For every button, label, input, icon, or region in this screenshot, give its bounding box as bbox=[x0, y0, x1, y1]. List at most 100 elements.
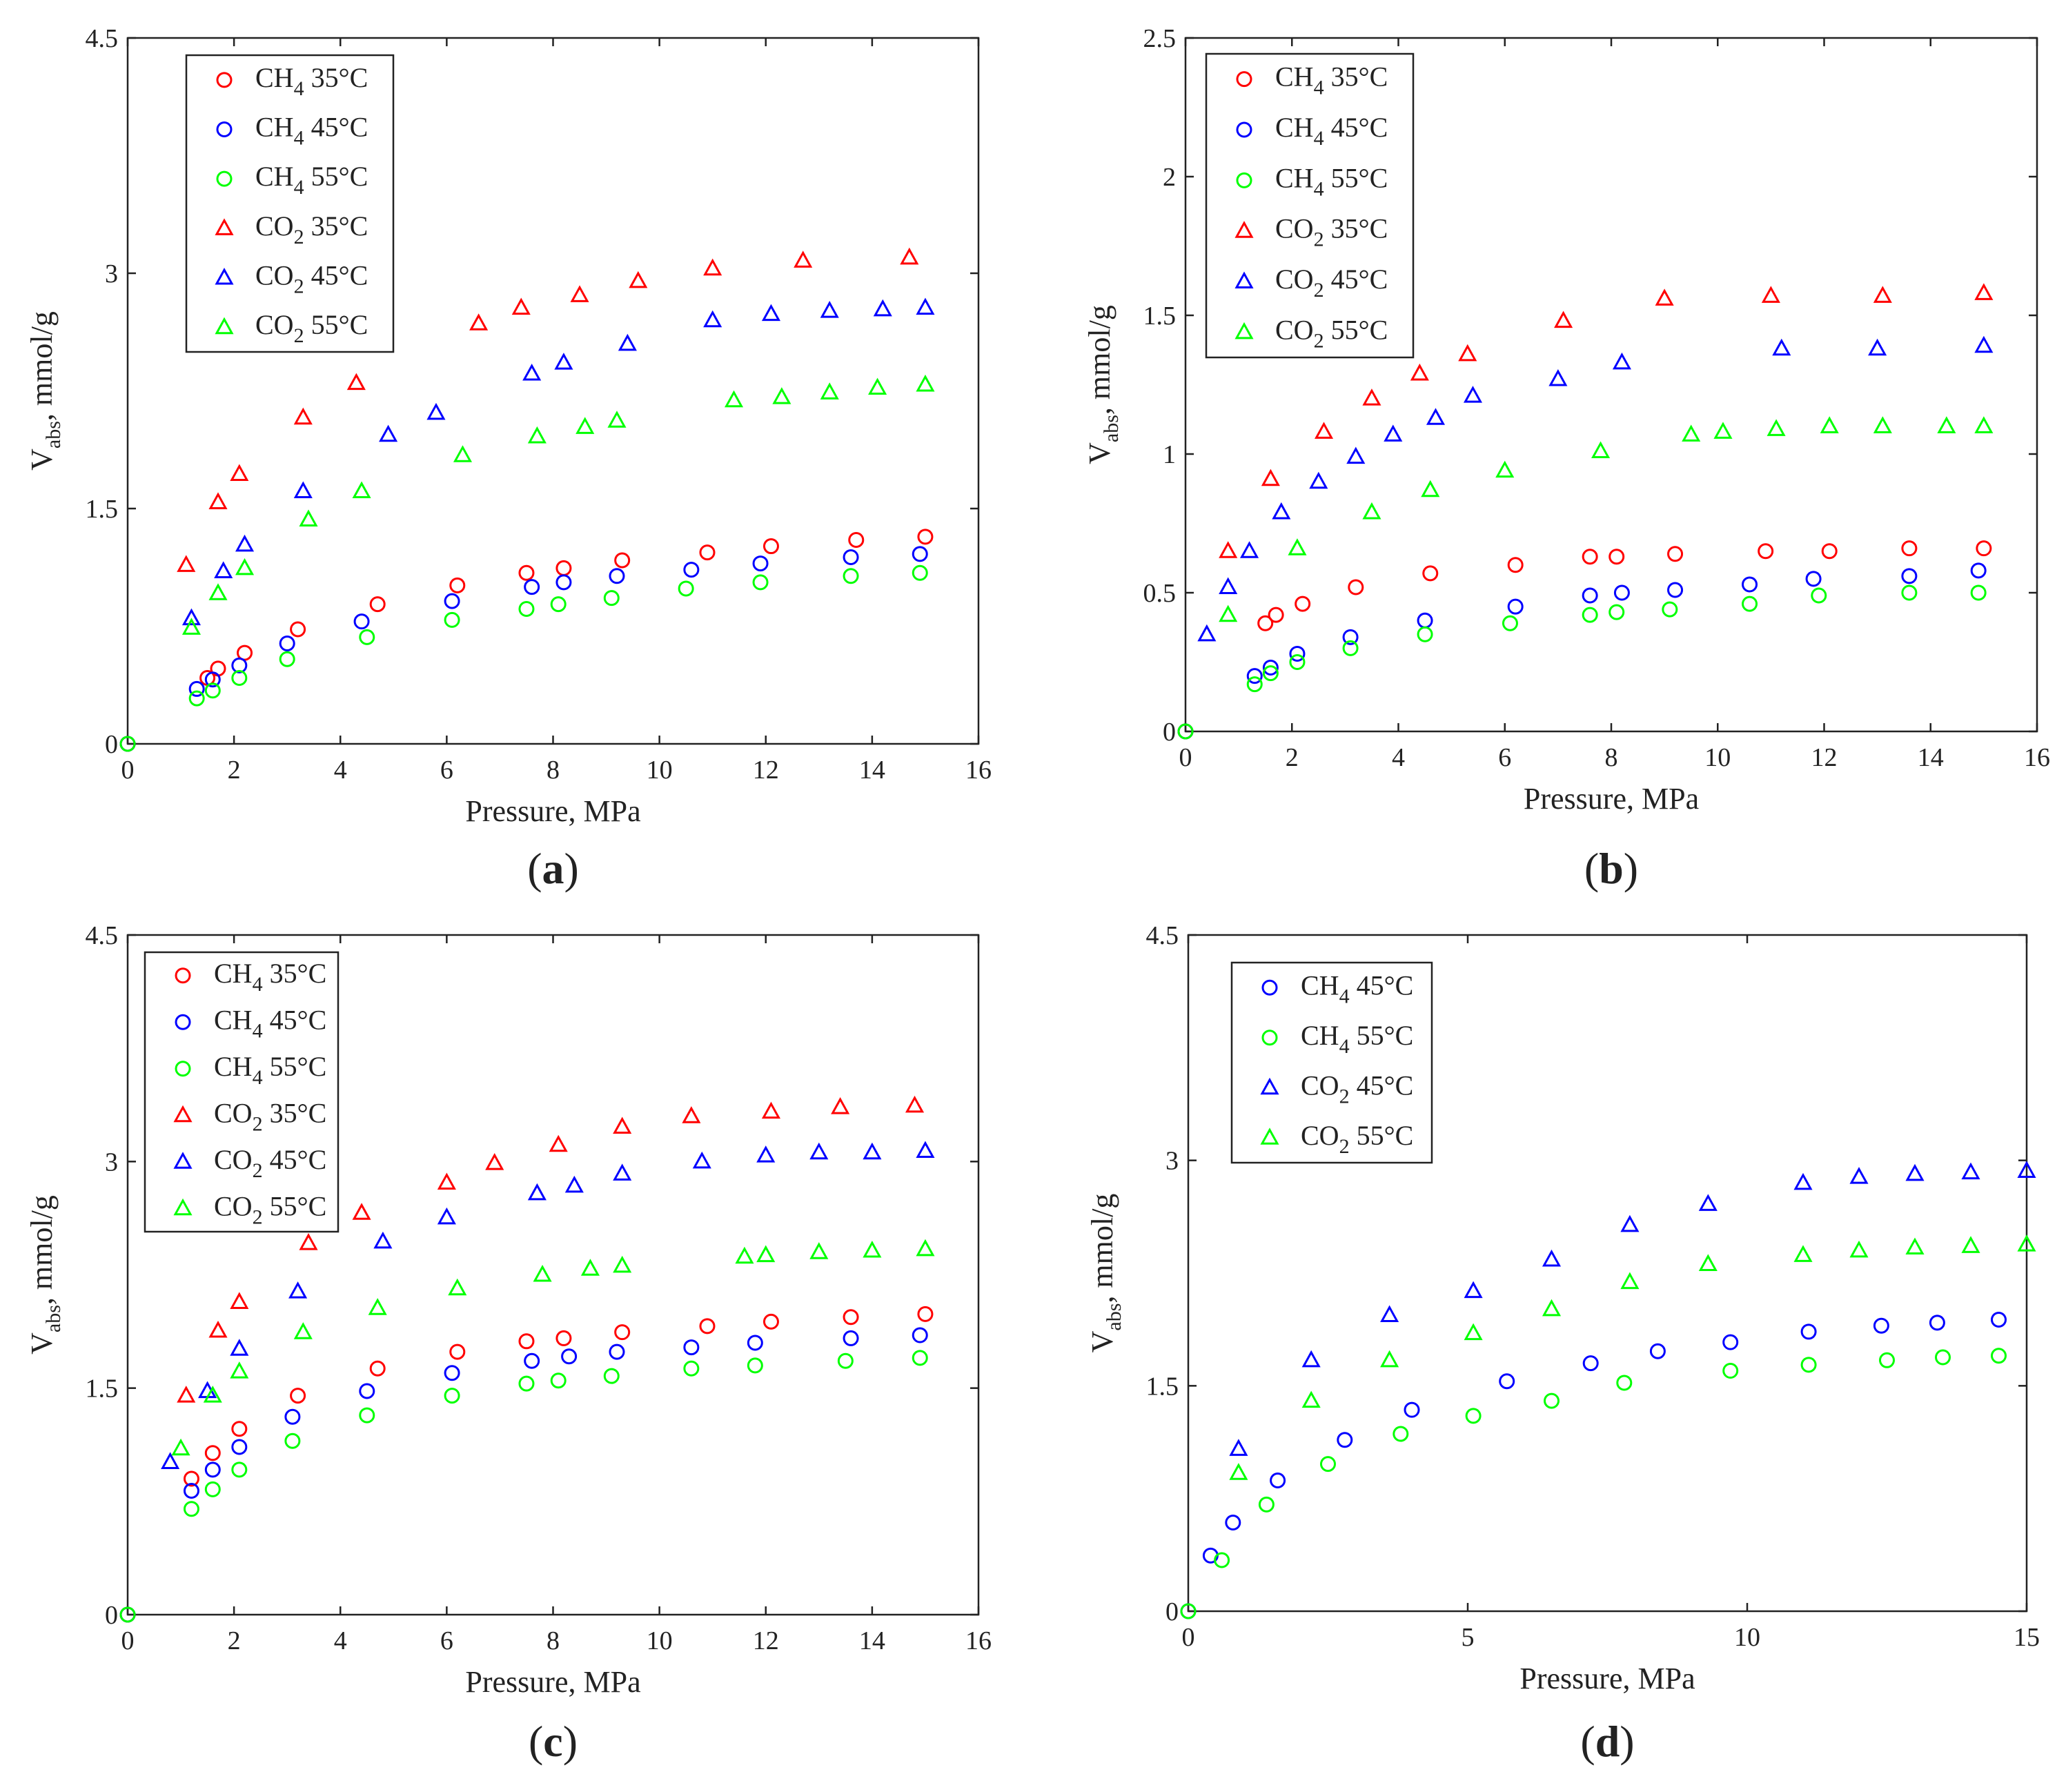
data-point-circle bbox=[614, 1324, 631, 1341]
data-point-triangle bbox=[1229, 1463, 1248, 1480]
data-point-triangle bbox=[1380, 1350, 1399, 1368]
data-point-circle bbox=[1758, 543, 1774, 560]
data-point-triangle bbox=[1542, 1249, 1562, 1267]
series-ch4-35c bbox=[119, 1306, 934, 1623]
data-point-circle bbox=[444, 1365, 460, 1381]
data-point-circle bbox=[518, 600, 535, 617]
data-point-triangle bbox=[1772, 338, 1791, 356]
data-point-circle bbox=[1507, 598, 1524, 615]
data-point-triangle bbox=[214, 561, 233, 578]
legend-marker bbox=[175, 1061, 191, 1077]
series-co2-35c bbox=[177, 1095, 925, 1403]
x-tick-label: 4 bbox=[1392, 743, 1405, 772]
data-point-triangle bbox=[437, 1207, 456, 1225]
data-point-circle bbox=[1805, 571, 1822, 587]
x-tick-label: 12 bbox=[753, 1626, 779, 1655]
data-point-circle bbox=[699, 544, 716, 561]
data-point-triangle bbox=[809, 1142, 829, 1160]
data-point-circle bbox=[188, 680, 205, 697]
data-point-triangle bbox=[761, 1101, 780, 1119]
data-point-circle bbox=[699, 1318, 716, 1335]
x-tick-label: 10 bbox=[1704, 743, 1731, 772]
data-point-circle bbox=[284, 1408, 301, 1425]
data-point-circle bbox=[1608, 604, 1625, 620]
data-point-circle bbox=[231, 1461, 248, 1478]
legend-marker bbox=[215, 267, 234, 285]
series-co2-35c bbox=[177, 247, 919, 572]
data-point-circle bbox=[231, 1439, 248, 1455]
data-point-circle bbox=[231, 1421, 248, 1437]
data-point-triangle bbox=[761, 304, 780, 322]
legend-entry-label: CO2 45°C bbox=[1275, 264, 1388, 302]
data-point-circle bbox=[917, 529, 934, 545]
data-point-circle bbox=[843, 1309, 859, 1326]
x-tick-label: 2 bbox=[228, 756, 241, 785]
data-point-triangle bbox=[629, 270, 648, 288]
data-point-circle bbox=[614, 552, 631, 569]
data-point-circle bbox=[524, 1352, 540, 1369]
legend: CH4 35°C CH4 45°C CH4 55°C CO2 35°C CO2 45°C… bbox=[185, 54, 395, 353]
data-point-circle bbox=[1582, 1355, 1599, 1372]
data-point-circle bbox=[1800, 1357, 1817, 1373]
legend-box bbox=[144, 951, 340, 1233]
x-tick-label: 0 bbox=[121, 1626, 135, 1655]
data-point-triangle bbox=[1301, 1390, 1321, 1408]
data-point-circle bbox=[1257, 615, 1274, 631]
data-point-circle bbox=[1613, 584, 1630, 601]
data-point-triangle bbox=[1793, 1245, 1813, 1262]
data-point-triangle bbox=[1682, 424, 1701, 442]
data-point-circle bbox=[1976, 540, 1992, 557]
x-tick-label: 12 bbox=[1811, 743, 1838, 772]
data-point-triangle bbox=[379, 424, 398, 442]
legend-marker bbox=[1236, 172, 1252, 188]
panel-label: (b) bbox=[1584, 844, 1638, 893]
data-point-triangle bbox=[198, 1381, 217, 1399]
data-point-circle bbox=[279, 636, 295, 652]
data-point-triangle bbox=[1410, 363, 1429, 381]
data-point-triangle bbox=[1240, 541, 1259, 558]
y-tick-label: 3 bbox=[105, 1148, 118, 1176]
data-point-triangle bbox=[373, 1231, 393, 1249]
series-co2-45c bbox=[181, 297, 935, 626]
data-point-circle bbox=[555, 560, 572, 576]
legend-marker bbox=[1261, 1030, 1278, 1046]
y-tick-label: 0.5 bbox=[1143, 579, 1177, 608]
x-tick-label: 5 bbox=[1462, 1623, 1475, 1652]
data-point-triangle bbox=[293, 407, 313, 425]
series-co2-55c bbox=[1229, 1234, 2036, 1480]
data-point-circle bbox=[204, 1445, 221, 1461]
data-point-triangle bbox=[905, 1095, 925, 1113]
data-point-circle bbox=[284, 1432, 301, 1449]
data-point-circle bbox=[561, 1348, 578, 1365]
y-tick-label: 1.5 bbox=[1143, 302, 1177, 331]
data-point-triangle bbox=[756, 1245, 776, 1263]
data-point-circle bbox=[752, 555, 769, 572]
data-point-triangle bbox=[1868, 338, 1887, 356]
data-point-triangle bbox=[1698, 1194, 1718, 1211]
data-point-triangle bbox=[511, 297, 531, 315]
data-point-triangle bbox=[863, 1142, 882, 1160]
data-point-circle bbox=[912, 564, 928, 581]
data-point-triangle bbox=[1301, 1350, 1321, 1368]
data-point-triangle bbox=[181, 618, 201, 635]
x-tick-label: 14 bbox=[1918, 743, 1944, 772]
chart-panel-a: 0 2 4 6 8 10 12 14 16 0 1.5 3 4.5 Pressure, MPa Vabs, … bbox=[25, 24, 992, 893]
y-tick-label: 1 bbox=[1163, 440, 1176, 469]
data-point-circle bbox=[1901, 540, 1918, 557]
data-point-circle bbox=[1991, 1312, 2007, 1328]
data-point-triangle bbox=[469, 313, 489, 331]
x-axis-title: Pressure, MPa bbox=[1524, 782, 1699, 816]
data-point-triangle bbox=[293, 481, 313, 499]
data-point-triangle bbox=[352, 1203, 371, 1220]
data-point-triangle bbox=[1698, 1254, 1718, 1271]
data-point-triangle bbox=[1974, 335, 1994, 353]
data-point-circle bbox=[1214, 1552, 1230, 1568]
legend-marker bbox=[216, 121, 233, 137]
legend-marker bbox=[173, 1198, 193, 1216]
data-point-triangle bbox=[1464, 1323, 1483, 1341]
data-point-triangle bbox=[1458, 344, 1477, 362]
x-tick-label: 10 bbox=[1734, 1623, 1760, 1652]
series-ch4-55c bbox=[119, 1350, 928, 1623]
data-point-triangle bbox=[1421, 480, 1440, 498]
data-point-triangle bbox=[703, 258, 722, 276]
